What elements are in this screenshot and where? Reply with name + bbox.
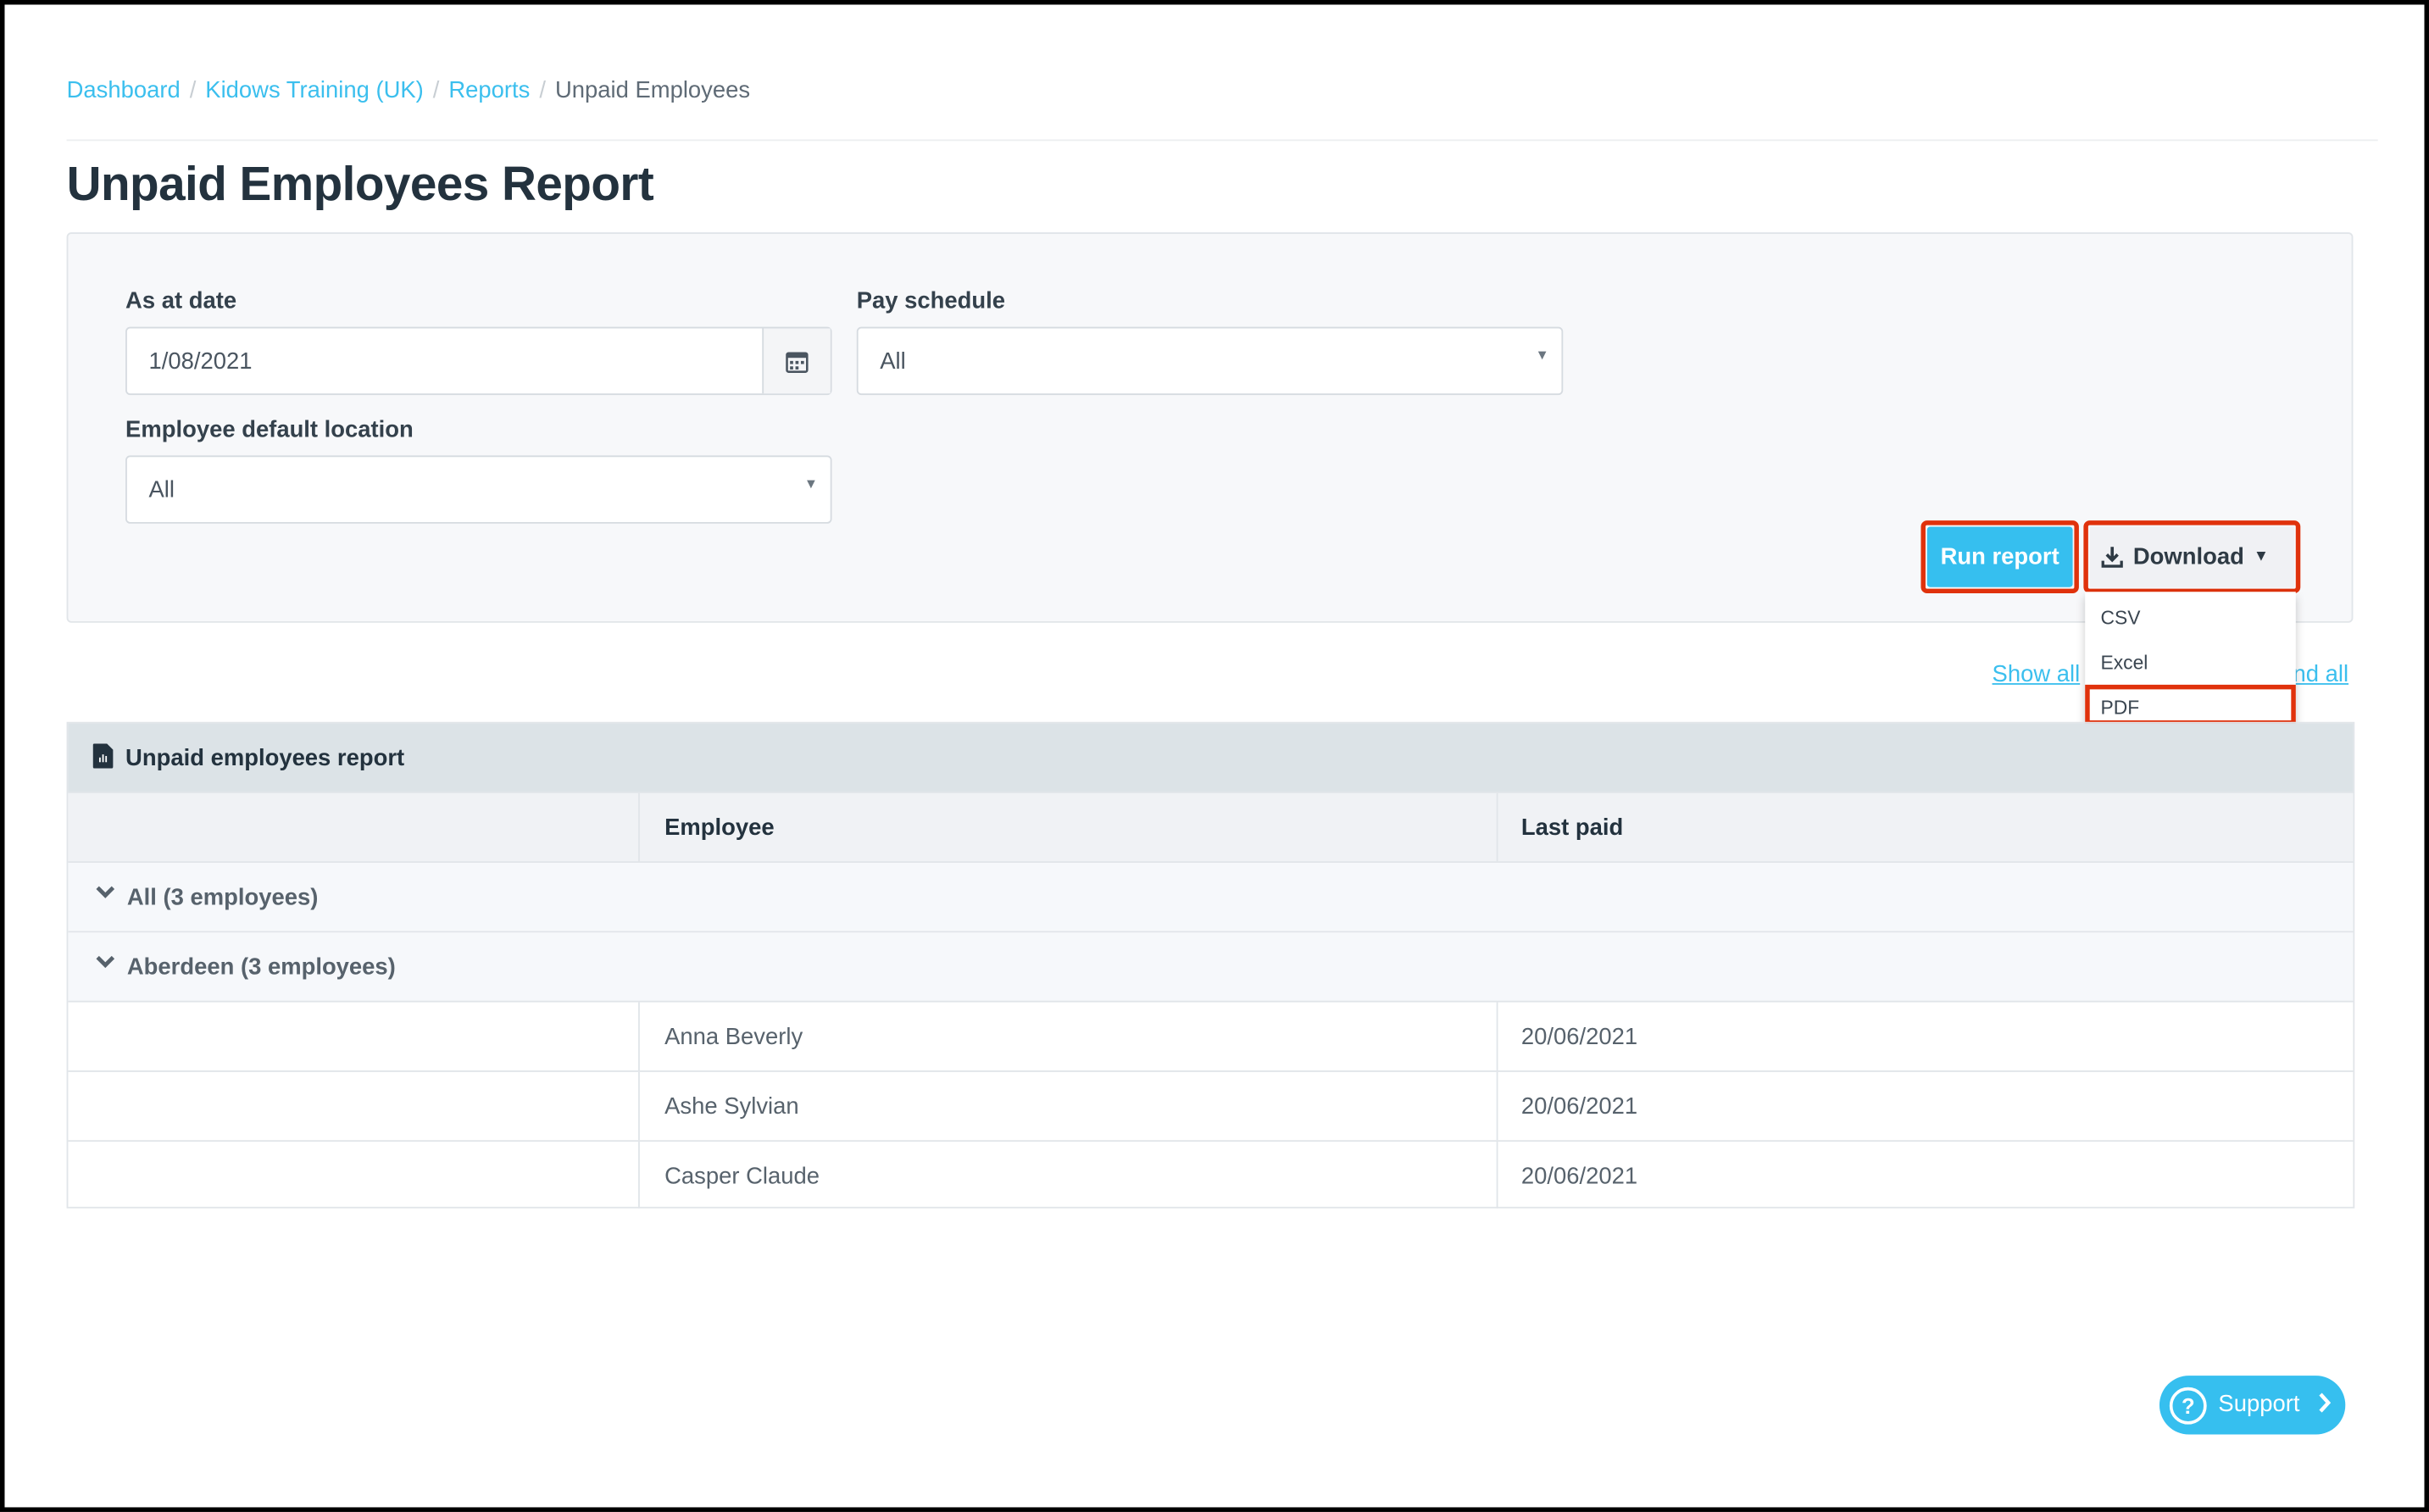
employee-name: Anna Beverly — [664, 1024, 803, 1051]
employee-name: Casper Claude — [664, 1163, 820, 1190]
support-button[interactable]: ? Support — [2159, 1376, 2346, 1435]
column-divider — [1496, 792, 1498, 862]
employee-name: Ashe Sylvian — [664, 1093, 799, 1120]
pay-schedule-value: All — [880, 348, 906, 375]
menu-item-csv[interactable]: CSV — [2100, 607, 2141, 630]
last-paid: 20/06/2021 — [1520, 1024, 1638, 1051]
support-label: Support — [2218, 1391, 2300, 1418]
breadcrumb-separator: / — [189, 77, 197, 104]
download-label: Download — [2132, 543, 2244, 570]
svg-text:?: ? — [2182, 1395, 2195, 1419]
as-at-date-value: 1/08/2021 — [148, 348, 253, 375]
date-picker-button[interactable] — [762, 328, 831, 394]
report-header: Unpaid employees report — [68, 723, 2354, 793]
breadcrumb-dashboard[interactable]: Dashboard — [66, 77, 181, 104]
table-row: Ashe Sylvian 20/06/2021 — [68, 1071, 2354, 1142]
last-paid: 20/06/2021 — [1520, 1093, 1638, 1120]
filter-panel: As at date 1/08/2021 Pay schedule All ▼ … — [66, 232, 2354, 623]
pay-schedule-select[interactable]: All ▼ — [856, 326, 1564, 396]
table-row: Anna Beverly 20/06/2021 — [68, 1002, 2354, 1072]
column-divider — [1496, 1142, 1498, 1209]
last-paid: 20/06/2021 — [1520, 1163, 1638, 1190]
download-button[interactable]: Download ▼ — [2089, 526, 2294, 587]
breadcrumb-company[interactable]: Kidows Training (UK) — [205, 77, 424, 104]
column-header-row: Employee Last paid — [68, 792, 2354, 864]
caret-down-icon: ▼ — [803, 475, 819, 492]
pay-schedule-label: Pay schedule — [856, 287, 1006, 315]
table-row: Casper Claude 20/06/2021 — [68, 1142, 2353, 1209]
breadcrumb-separator: / — [539, 77, 546, 104]
group-row-aberdeen[interactable]: Aberdeen (3 employees) — [68, 932, 2354, 1003]
report-file-icon — [92, 743, 114, 769]
download-highlight: Download ▼ — [2083, 520, 2301, 594]
group-label: Aberdeen (3 employees) — [126, 953, 396, 981]
chevron-right-icon — [2319, 1392, 2332, 1413]
chevron-down-icon[interactable] — [94, 951, 116, 979]
breadcrumb: Dashboard / Kidows Training (UK) / Reports / U… — [67, 77, 750, 103]
column-header-last-paid[interactable]: Last paid — [1520, 814, 1624, 842]
group-label: All (3 employees) — [126, 884, 319, 911]
divider — [66, 139, 2378, 142]
calendar-icon — [786, 351, 809, 373]
download-icon — [2101, 547, 2123, 568]
report-title: Unpaid employees report — [125, 745, 405, 772]
column-divider — [638, 792, 640, 862]
download-menu: CSV Excel PDF — [2085, 592, 2296, 744]
report-table: Unpaid employees report Employee Last pa… — [66, 721, 2355, 1209]
show-all-link[interactable]: Show all — [1992, 661, 2081, 688]
run-report-button[interactable]: Run report — [1926, 526, 2073, 587]
as-at-date-label: As at date — [125, 287, 237, 315]
column-divider — [1496, 1071, 1498, 1141]
column-divider — [1496, 1002, 1498, 1071]
menu-item-pdf[interactable]: PDF — [2100, 697, 2140, 720]
column-header-employee[interactable]: Employee — [664, 814, 775, 842]
run-report-highlight: Run report — [1920, 520, 2079, 594]
breadcrumb-separator: / — [432, 77, 440, 104]
location-label: Employee default location — [125, 416, 414, 443]
column-divider — [638, 1071, 640, 1141]
as-at-date-input[interactable]: 1/08/2021 — [125, 326, 832, 396]
group-row-all[interactable]: All (3 employees) — [68, 863, 2354, 933]
column-divider — [638, 1002, 640, 1071]
location-select[interactable]: All ▼ — [125, 455, 832, 524]
page-title: Unpaid Employees Report — [66, 156, 654, 211]
caret-down-icon: ▼ — [2253, 548, 2269, 566]
chevron-down-icon[interactable] — [94, 881, 116, 909]
breadcrumb-reports[interactable]: Reports — [448, 77, 531, 104]
breadcrumb-current: Unpaid Employees — [554, 77, 751, 104]
help-circle-icon: ? — [2169, 1387, 2207, 1425]
caret-down-icon: ▼ — [1535, 347, 1549, 363]
location-value: All — [148, 476, 175, 504]
menu-item-excel[interactable]: Excel — [2100, 652, 2148, 675]
column-divider — [638, 1142, 640, 1209]
